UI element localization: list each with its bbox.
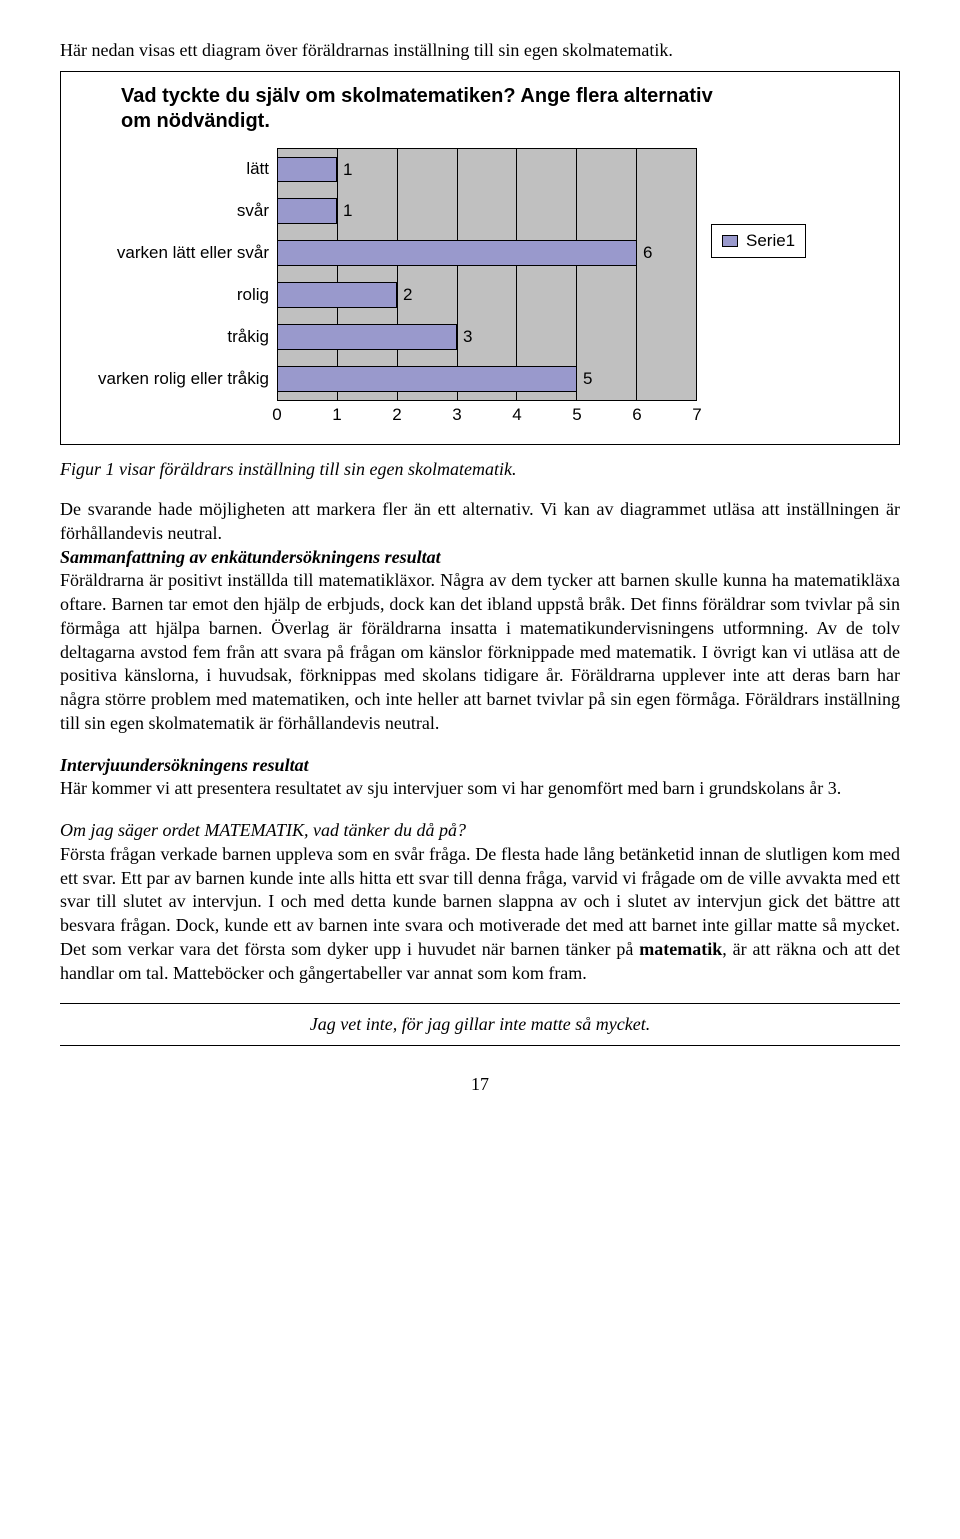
chart-x-tick: 7 — [692, 405, 701, 425]
question-body-bold: matematik — [639, 939, 722, 959]
chart-bar — [277, 324, 457, 350]
chart-plot-cell: 6 — [277, 232, 697, 274]
pull-quote: Jag vet inte, för jag gillar inte matte … — [60, 1014, 900, 1035]
chart-bar — [277, 157, 337, 182]
chart-plot-cell: 5 — [277, 358, 697, 400]
chart-plot-cell: 1 — [277, 148, 697, 190]
chart-body: lätt 1 svår 1 varken lätt eller svår 6 rolig 2 t… — [77, 148, 883, 424]
chart-row: lätt 1 — [77, 148, 697, 190]
chart-x-tick: 4 — [512, 405, 521, 425]
chart-bar — [277, 366, 577, 392]
figure-caption: Figur 1 visar föräldrars inställning til… — [60, 459, 900, 480]
interview-section: Intervjuundersökningens resultat Här kom… — [60, 754, 900, 802]
summary-heading: Sammanfattning av enkätundersökningens r… — [60, 547, 441, 567]
chart-value-label: 5 — [583, 369, 592, 389]
question-heading: Om jag säger ordet MATEMATIK, vad tänker… — [60, 820, 466, 840]
chart-row: tråkig 3 — [77, 316, 697, 358]
legend-swatch — [722, 235, 738, 247]
chart-plot-cell: 2 — [277, 274, 697, 316]
chart-x-tick: 1 — [332, 405, 341, 425]
chart-value-label: 1 — [343, 201, 352, 221]
page-number: 17 — [60, 1074, 900, 1095]
para-diagram-summary: De svarande hade möjligheten att markera… — [60, 498, 900, 736]
chart-category-label: svår — [77, 202, 277, 220]
chart-plot-cell: 3 — [277, 316, 697, 358]
chart-category-label: rolig — [77, 286, 277, 304]
chart-row: varken rolig eller tråkig 5 — [77, 358, 697, 400]
chart-category-label: tråkig — [77, 328, 277, 346]
summary-body: Föräldrarna är positivt inställda till m… — [60, 570, 900, 733]
interview-heading: Intervjuundersökningens resultat — [60, 755, 309, 775]
chart-x-axis: 01234567 — [277, 400, 697, 424]
chart-row: varken lätt eller svår 6 — [77, 232, 697, 274]
chart-x-tick: 0 — [272, 405, 281, 425]
para-diagram-summary-text: De svarande hade möjligheten att markera… — [60, 499, 900, 543]
chart-plot: lätt 1 svår 1 varken lätt eller svår 6 rolig 2 t… — [77, 148, 697, 400]
legend-label: Serie1 — [746, 231, 795, 251]
chart-bar — [277, 198, 337, 224]
intro-text: Här nedan visas ett diagram över föräldr… — [60, 40, 900, 61]
chart-category-label: lätt — [77, 160, 277, 178]
chart-legend: Serie1 — [711, 224, 806, 258]
chart-x-tick: 3 — [452, 405, 461, 425]
chart-plot-cell: 1 — [277, 190, 697, 232]
chart-row: rolig 2 — [77, 274, 697, 316]
question-section: Om jag säger ordet MATEMATIK, vad tänker… — [60, 819, 900, 985]
chart-category-label: varken rolig eller tråkig — [77, 370, 277, 388]
chart-value-label: 3 — [463, 327, 472, 347]
separator-bottom — [60, 1045, 900, 1046]
chart-x-tick: 6 — [632, 405, 641, 425]
interview-body: Här kommer vi att presentera resultatet … — [60, 778, 841, 798]
chart-x-tick: 2 — [392, 405, 401, 425]
chart-bar — [277, 282, 397, 308]
chart-bar — [277, 240, 637, 266]
chart-category-label: varken lätt eller svår — [77, 244, 277, 262]
chart-value-label: 2 — [403, 285, 412, 305]
chart-container: Vad tyckte du själv om skolmatematiken? … — [60, 71, 900, 445]
chart-row: svår 1 — [77, 190, 697, 232]
chart-value-label: 1 — [343, 160, 352, 180]
chart-title: Vad tyckte du själv om skolmatematiken? … — [121, 84, 741, 134]
chart-x-tick: 5 — [572, 405, 581, 425]
separator-top — [60, 1003, 900, 1004]
chart-value-label: 6 — [643, 243, 652, 263]
